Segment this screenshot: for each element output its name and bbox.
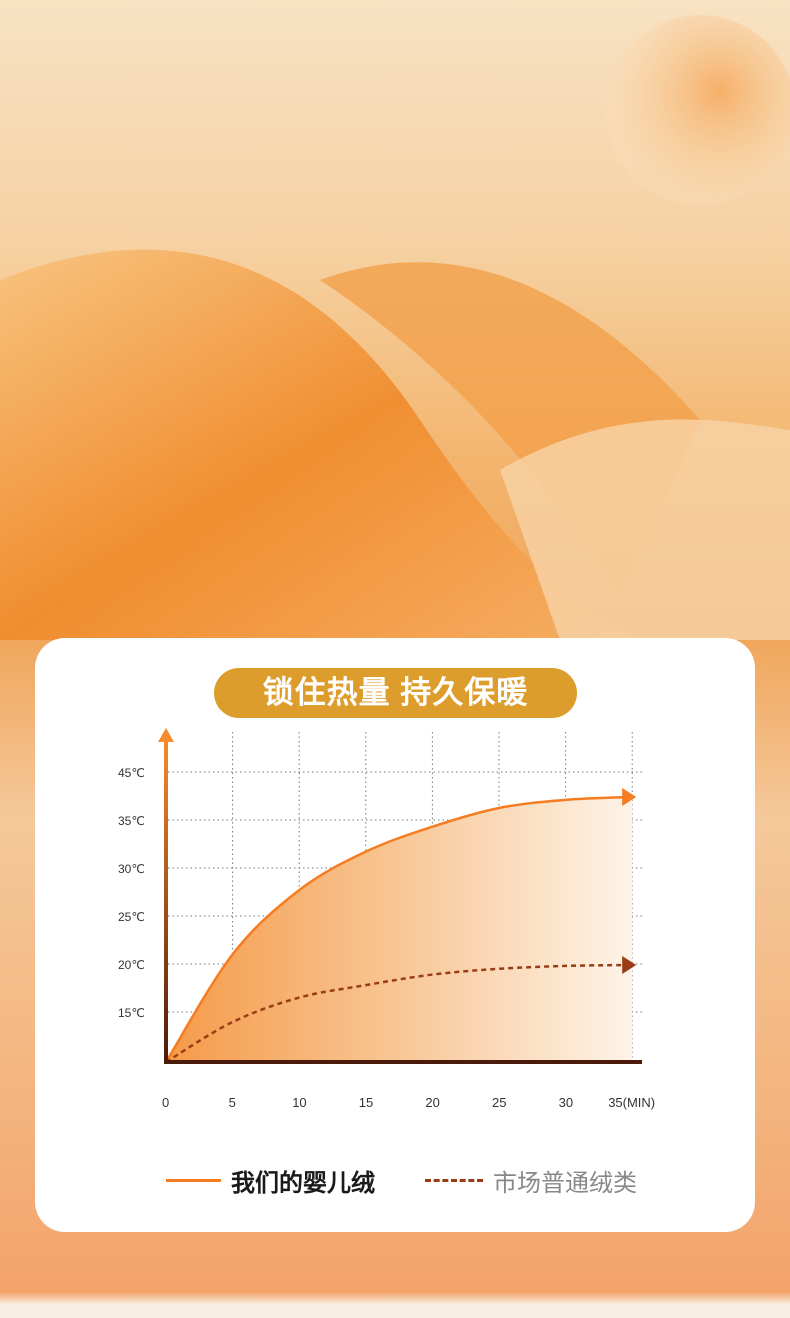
y-tick-label: 25℃ [118,910,145,924]
legend-item-market: 市场普通绒类 [425,1164,637,1197]
legend-item-ours: 我们的婴儿绒 [166,1164,375,1197]
series-end-arrow-icon [622,787,637,806]
series-line-ours [164,795,633,1063]
x-tick-label: 10 [292,1095,306,1110]
y-axis-arrow-icon [158,728,174,742]
legend-label: 市场普通绒类 [493,1169,637,1197]
y-tick-label: 35℃ [118,814,145,828]
y-tick-label: 30℃ [118,862,145,876]
x-tick-label: 5 [229,1095,236,1110]
x-tick-label: 0 [162,1095,169,1110]
legend-dashed-line-icon [425,1178,483,1182]
legend-solid-line-icon [166,1178,221,1182]
legend-label: 我们的婴儿绒 [231,1169,375,1197]
x-tick-label: 20 [425,1095,439,1110]
series-line-market [165,963,633,1064]
x-tick-label: 25 [492,1095,506,1110]
chart-title-banner: 锁住热量 持久保暖 [214,668,577,718]
x-tick-label: 30 [559,1095,573,1110]
y-tick-label: 45℃ [118,766,145,780]
y-axis [164,740,168,1064]
x-tick-label: 35(MIN) [608,1095,655,1110]
x-axis [164,1060,642,1064]
y-tick-label: 15℃ [118,1006,145,1020]
series-area-fill [166,796,633,1062]
y-tick-label: 20℃ [118,958,145,972]
x-tick-label: 15 [359,1095,373,1110]
series-end-arrow-icon [622,955,637,974]
